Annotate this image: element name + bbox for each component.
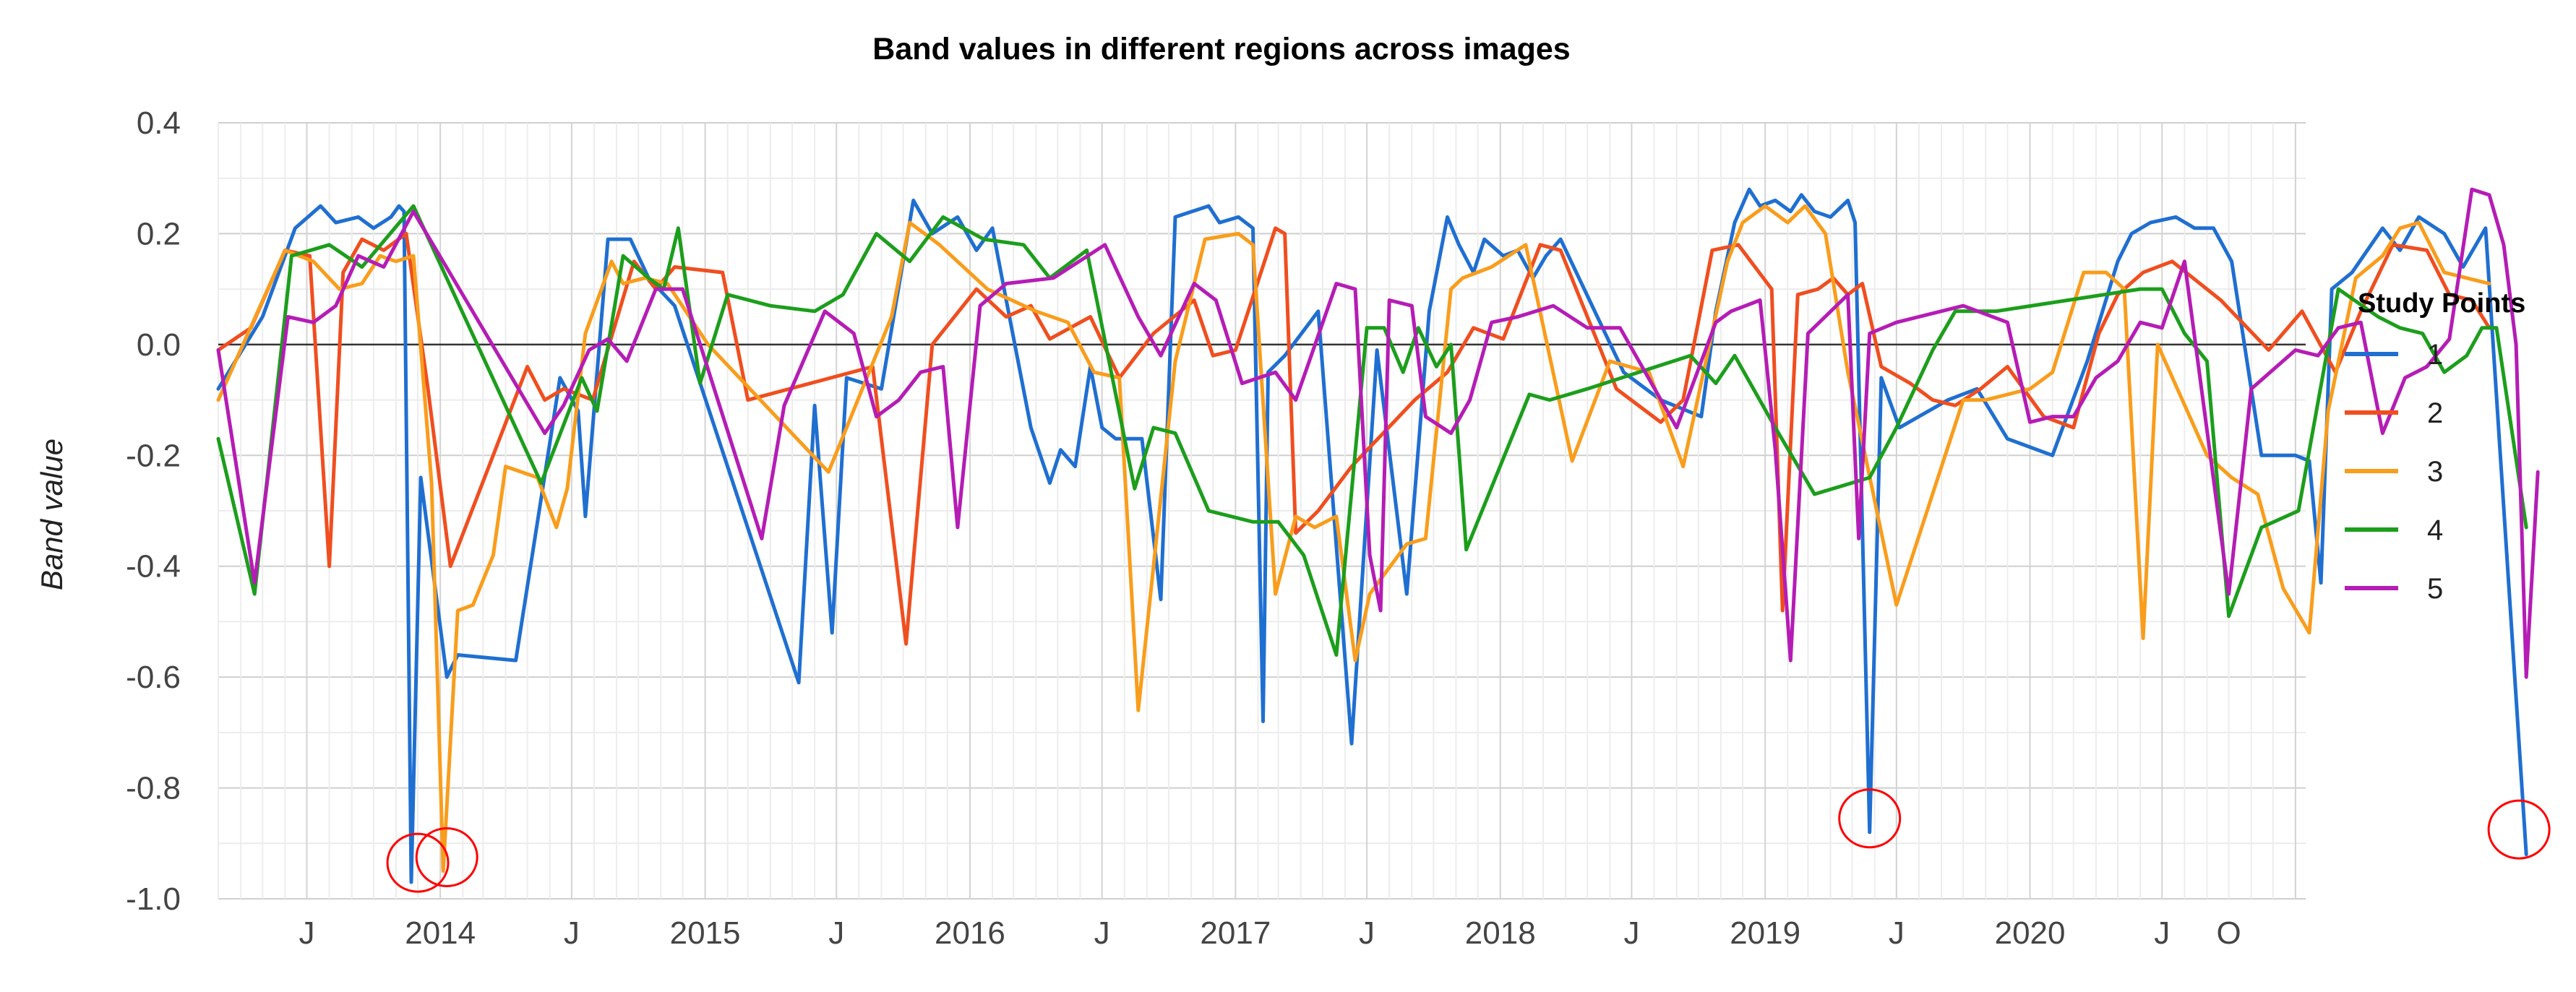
y-tick-label: -0.8 — [126, 771, 181, 806]
series-line-1 — [216, 187, 2528, 884]
annotation-circle-1 — [386, 832, 450, 893]
y-tick-label: -0.2 — [126, 438, 181, 473]
annotations — [386, 788, 2551, 893]
x-tick-label: J — [2154, 915, 2170, 951]
annotation-circle-4 — [2487, 799, 2551, 860]
x-tick-label: 2017 — [1200, 915, 1271, 951]
series-line-3 — [216, 204, 2491, 874]
y-axis-label: Band value — [35, 439, 69, 590]
x-tick-label: 2014 — [405, 915, 476, 951]
y-tick-label: 0.2 — [137, 216, 181, 251]
legend-label: 5 — [2427, 573, 2443, 605]
legend-title: Study Points — [2358, 288, 2525, 319]
series-lines — [216, 187, 2540, 884]
legend-item-5: 5 — [2345, 573, 2443, 605]
x-tick-label: J — [564, 915, 580, 951]
grid — [218, 122, 2306, 900]
series-line-5 — [216, 187, 2540, 679]
axes: 0.4 0.2 0.0 -0.2 -0.4 -0.6 -0.8 -1.0 J 2014 J 2015 J… — [126, 105, 2306, 951]
x-tick-label: J — [1623, 915, 1639, 951]
y-tick-label: -1.0 — [126, 881, 181, 917]
x-tick-label: J — [1094, 915, 1110, 951]
x-tick-label: J — [1359, 915, 1375, 951]
legend-label: 4 — [2427, 514, 2443, 546]
x-tick-label: 2019 — [1730, 915, 1800, 951]
legend-item-4: 4 — [2345, 514, 2443, 546]
legend-item-2: 2 — [2345, 397, 2443, 429]
legend-item-3: 3 — [2345, 456, 2443, 488]
x-tick-label: 2018 — [1465, 915, 1536, 951]
y-tick-label: -0.4 — [126, 549, 181, 585]
series-line-2 — [216, 226, 2491, 646]
x-tick-label: 2015 — [670, 915, 741, 951]
x-tick-label: 2016 — [935, 915, 1005, 951]
legend-items: 1 2 3 4 5 — [2345, 339, 2443, 605]
x-tick-label: O — [2216, 915, 2241, 951]
x-tick-label: J — [1889, 915, 1905, 951]
x-tick-label: J — [299, 915, 314, 951]
y-tick-label: 0.0 — [137, 327, 181, 363]
legend-label: 3 — [2427, 456, 2443, 488]
x-tick-label: J — [828, 915, 844, 951]
legend-label: 2 — [2427, 397, 2443, 429]
legend-label: 1 — [2427, 339, 2443, 371]
x-tick-label: 2020 — [1995, 915, 2066, 951]
legend: Study Points 1 2 3 4 5 — [2345, 288, 2525, 605]
legend-item-1: 1 — [2345, 339, 2443, 371]
chart-title: Band values in different regions across … — [872, 32, 1570, 66]
y-tick-label: 0.4 — [137, 105, 181, 141]
y-tick-label: -0.6 — [126, 660, 181, 695]
annotation-circle-2 — [415, 827, 478, 887]
annotation-circle-3 — [1838, 788, 1902, 849]
